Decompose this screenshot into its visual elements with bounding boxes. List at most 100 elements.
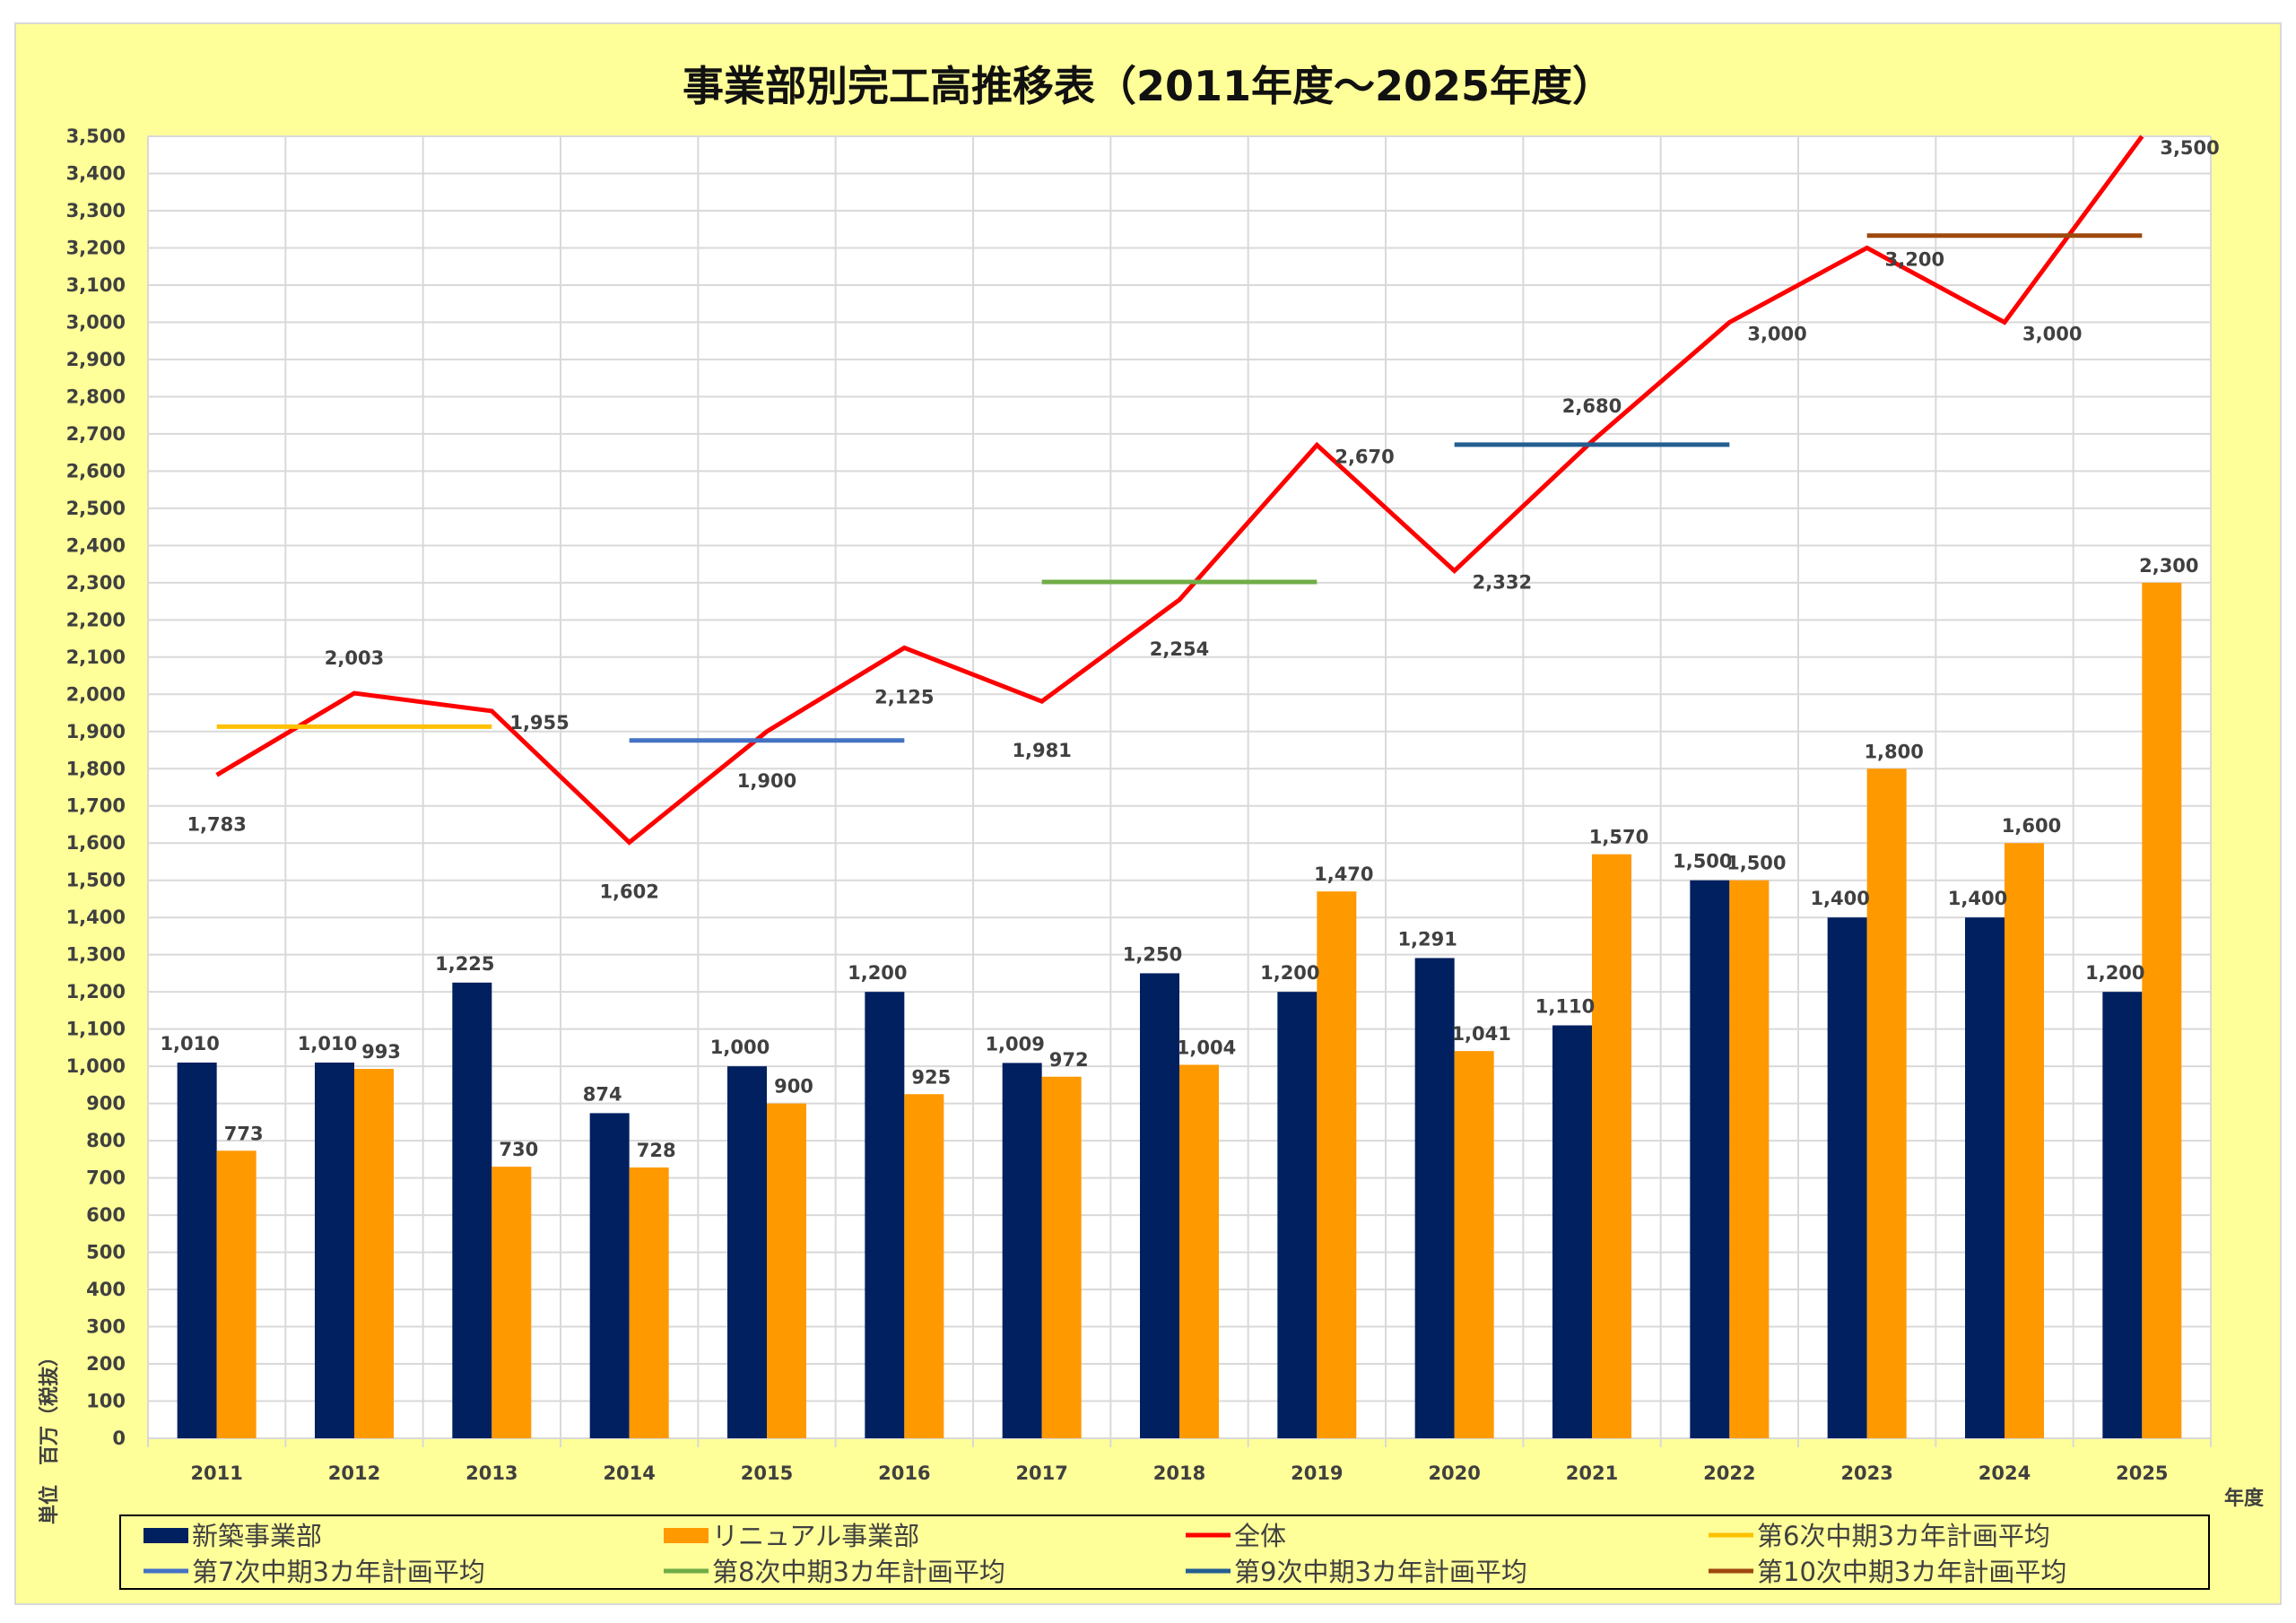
bar-data-label: 1,000 <box>710 1037 770 1058</box>
x-tick-label: 2014 <box>603 1462 655 1484</box>
bar-data-label: 874 <box>583 1083 622 1105</box>
bar-shinchiku <box>1965 917 2005 1438</box>
bar-shinchiku <box>589 1113 630 1438</box>
bar-data-label: 1,009 <box>985 1033 1044 1055</box>
legend-label: 第10次中期3カ年計画平均 <box>1757 1557 2066 1587</box>
y-tick-label: 1,000 <box>66 1055 126 1077</box>
bar-renewal <box>1729 880 1770 1438</box>
bar-data-label: 728 <box>637 1140 676 1161</box>
y-tick-label: 600 <box>86 1204 126 1226</box>
bar-data-label: 1,600 <box>2002 815 2061 837</box>
line-data-label: 1,981 <box>1012 740 1071 761</box>
line-data-label: 1,900 <box>737 770 796 792</box>
x-tick-label: 2011 <box>190 1462 242 1484</box>
bar-data-label: 1,800 <box>1864 741 1923 762</box>
bar-data-label: 1,225 <box>435 953 494 975</box>
bars <box>177 582 2182 1438</box>
bar-renewal <box>904 1094 944 1438</box>
legend-swatch <box>664 1528 709 1543</box>
bar-data-label: 1,470 <box>1314 864 1373 885</box>
bar-data-label: 730 <box>499 1139 538 1160</box>
line-data-label: 3,000 <box>1747 323 1806 344</box>
bar-renewal <box>491 1167 532 1438</box>
y-tick-label: 2,600 <box>66 460 126 482</box>
y-tick-label: 800 <box>86 1130 126 1151</box>
lines <box>215 135 2144 846</box>
x-tick-label: 2016 <box>878 1462 930 1484</box>
bar-shinchiku <box>727 1066 767 1438</box>
bar-renewal <box>1866 768 1907 1438</box>
legend-label: 新築事業部 <box>192 1521 322 1551</box>
bar-shinchiku <box>1690 880 1730 1438</box>
y-tick-label: 1,100 <box>66 1019 126 1040</box>
line-data-label: 2,680 <box>1562 395 1622 417</box>
bar-data-label: 1,010 <box>160 1033 219 1055</box>
bar-data-label: 1,041 <box>1451 1023 1510 1045</box>
y-tick-label: 2,100 <box>66 647 126 668</box>
line-data-label: 3,000 <box>2022 323 2082 344</box>
line-data-label: 1,955 <box>509 712 569 733</box>
legend-label: 第9次中期3カ年計画平均 <box>1234 1557 1527 1587</box>
bar-shinchiku <box>2102 992 2143 1438</box>
x-tick-label: 2015 <box>741 1462 793 1484</box>
legend <box>119 1515 2210 1590</box>
legend-label: 第7次中期3カ年計画平均 <box>192 1557 485 1587</box>
x-tick-label: 2024 <box>1979 1462 2031 1484</box>
y-tick-label: 1,700 <box>66 795 126 817</box>
bar-data-label: 993 <box>361 1041 401 1063</box>
x-tick-label: 2020 <box>1428 1462 1480 1484</box>
y-tick-label: 3,500 <box>66 126 126 147</box>
y-tick-label: 3,300 <box>66 200 126 221</box>
x-tick-label: 2013 <box>465 1462 517 1484</box>
bar-data-label: 1,400 <box>1948 888 2007 909</box>
y-tick-label: 3,000 <box>66 311 126 333</box>
line-data-label: 3,200 <box>1885 248 1944 270</box>
bar-renewal <box>2005 843 2044 1438</box>
data-labels: 1,010 1,010 1,225 874 1,000 1,200 1,009 1,250 1,… <box>160 137 2219 1161</box>
x-axis-ticks: 2011 2012 2013 2014 2015 2016 2017 2018 2019 2020… <box>190 1462 2168 1484</box>
bar-shinchiku <box>1277 992 1318 1438</box>
legend-label: 全体 <box>1234 1521 1286 1551</box>
y-tick-label: 2,400 <box>66 534 126 556</box>
legend-label: 第8次中期3カ年計画平均 <box>712 1557 1005 1587</box>
line-data-label: 1,602 <box>599 881 658 902</box>
line-data-label: 2,254 <box>1150 638 1209 660</box>
bar-data-label: 1,010 <box>298 1033 357 1055</box>
bar-shinchiku <box>1140 973 1179 1438</box>
bar-data-label: 2,300 <box>2139 555 2198 577</box>
x-tick-label: 2023 <box>1840 1462 1892 1484</box>
y-tick-label: 1,900 <box>66 721 126 742</box>
bar-shinchiku <box>1827 917 1867 1438</box>
x-tick-label: 2019 <box>1291 1462 1343 1484</box>
bar-renewal <box>2142 582 2182 1438</box>
y-tick-label: 3,400 <box>66 162 126 184</box>
y-tick-label: 2,500 <box>66 498 126 519</box>
y-tick-label: 3,100 <box>66 274 126 296</box>
y-axis-ticks: 0 100 200 300 400 500 600 700 800 900 1,000 1,100 1,… <box>66 126 126 1449</box>
y-tick-label: 1,400 <box>66 907 126 928</box>
bar-renewal <box>354 1069 394 1438</box>
bar-shinchiku <box>1552 1025 1592 1438</box>
y-tick-label: 2,000 <box>66 683 126 705</box>
bar-shinchiku <box>315 1062 354 1438</box>
bar-data-label: 1,570 <box>1589 827 1648 848</box>
bar-renewal <box>1179 1064 1219 1438</box>
bar-data-label: 1,200 <box>848 962 907 984</box>
line-data-label: 2,670 <box>1335 446 1394 467</box>
bar-data-label: 773 <box>224 1123 264 1144</box>
x-tick-label: 2012 <box>328 1462 380 1484</box>
y-tick-label: 700 <box>86 1167 126 1189</box>
bar-data-label: 972 <box>1049 1049 1089 1071</box>
y-tick-label: 2,200 <box>66 609 126 630</box>
y-tick-label: 100 <box>86 1391 126 1412</box>
bar-data-label: 900 <box>774 1076 813 1098</box>
x-tick-label: 2018 <box>1153 1462 1205 1484</box>
y-tick-label: 2,700 <box>66 423 126 445</box>
y-tick-label: 300 <box>86 1316 126 1338</box>
bar-shinchiku <box>1414 958 1455 1438</box>
bar-data-label: 1,110 <box>1535 996 1595 1018</box>
bar-data-label: 1,500 <box>1726 853 1786 874</box>
bar-shinchiku <box>865 992 905 1438</box>
